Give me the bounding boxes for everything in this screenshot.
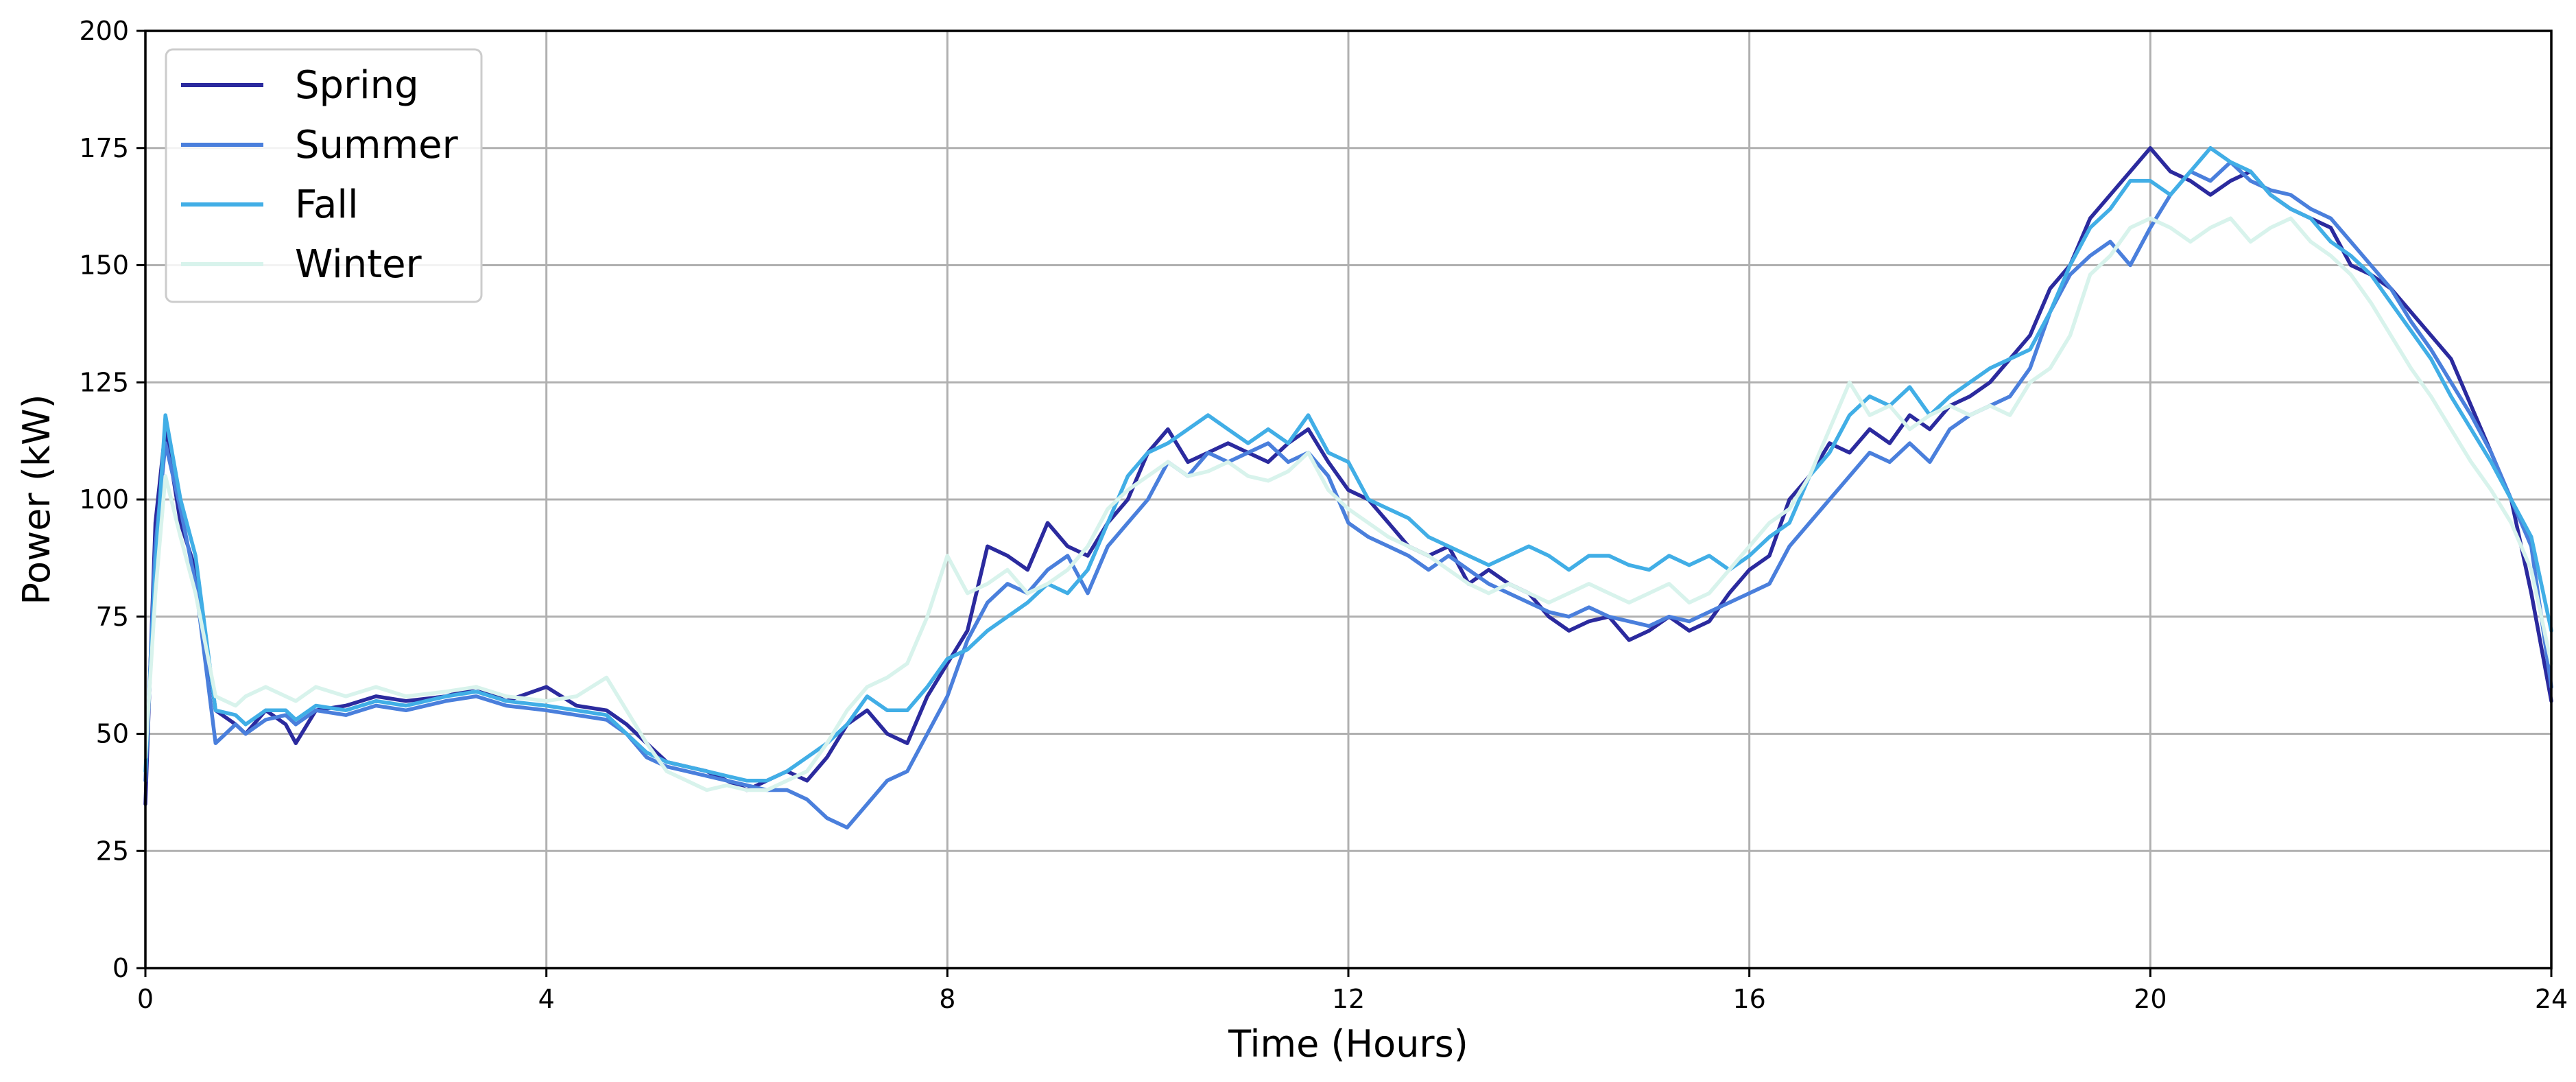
x-tick-label: 0 bbox=[137, 984, 154, 1014]
y-axis: 0 25 50 75 100 125 150 175 200 bbox=[79, 16, 145, 983]
x-tick-label: 16 bbox=[1732, 984, 1765, 1014]
x-axis-label: Time (Hours) bbox=[1228, 1022, 1468, 1066]
legend-label: Spring bbox=[295, 63, 419, 108]
x-tick-label: 8 bbox=[939, 984, 955, 1014]
y-tick-label: 0 bbox=[112, 953, 129, 983]
legend-box bbox=[165, 48, 483, 303]
y-tick-label: 175 bbox=[79, 133, 129, 163]
y-tick-label: 50 bbox=[96, 719, 129, 749]
y-tick-label: 100 bbox=[79, 484, 129, 515]
x-tick-label: 24 bbox=[2535, 984, 2568, 1014]
legend-label: Summer bbox=[295, 123, 459, 167]
x-axis: 0 4 8 12 16 20 24 bbox=[137, 968, 2568, 1014]
x-tick-label: 4 bbox=[538, 984, 555, 1014]
legend-label: Fall bbox=[295, 183, 359, 227]
x-tick-label: 12 bbox=[1332, 984, 1365, 1014]
x-tick-label: 20 bbox=[2134, 984, 2167, 1014]
y-tick-label: 200 bbox=[79, 16, 129, 46]
y-tick-label: 125 bbox=[79, 367, 129, 397]
legend: Spring Summer Fall Winter bbox=[165, 48, 483, 303]
y-tick-label: 150 bbox=[79, 250, 129, 281]
legend-label: Winter bbox=[295, 242, 422, 287]
y-tick-label: 25 bbox=[96, 836, 129, 866]
series-line-spring bbox=[143, 146, 2553, 806]
y-axis-label: Power (kW) bbox=[15, 394, 58, 604]
series-layer bbox=[143, 146, 2553, 830]
series-line-summer bbox=[143, 160, 2553, 830]
y-tick-label: 75 bbox=[96, 602, 129, 632]
series-line-winter bbox=[143, 216, 2553, 792]
series-line-fall bbox=[143, 146, 2553, 783]
